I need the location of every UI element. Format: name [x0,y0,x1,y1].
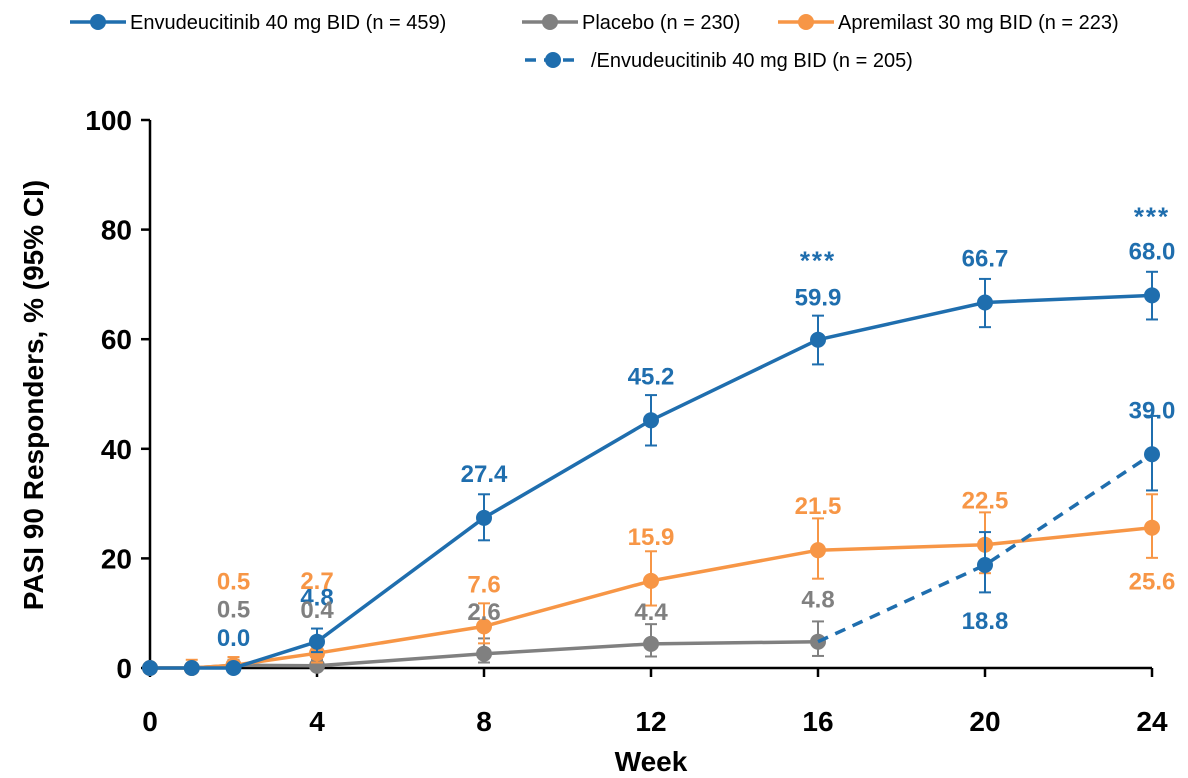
data-label: 59.9 [795,285,842,312]
y-tick-label: 40 [101,434,132,465]
data-label: 2.7 [300,568,333,595]
data-point [643,412,659,429]
x-tick-label: 12 [635,706,666,737]
data-label: 68.0 [1129,238,1176,265]
chart-legend: Envudeucitinib 40 mg BID (n = 459) Placeb… [70,12,1119,72]
data-label: 4.8 [300,585,333,612]
data-point [476,509,492,526]
data-label: 45.2 [628,363,675,390]
legend-label: /Envudeucitinib 40 mg BID (n = 205) [591,50,913,72]
legend-marker [798,14,814,30]
data-point [1144,446,1160,463]
x-tick-label: 24 [1136,706,1168,737]
data-point [142,660,158,676]
x-tick-label: 16 [802,706,833,737]
data-labels: 0.0 4.8 27.4 45.2 59.9 66.7 68.0 0.5 0.4 2.6 4.4 4.… [217,201,1176,652]
data-point [225,660,242,676]
data-point [643,572,659,589]
x-tick-label: 4 [309,706,325,737]
data-point [643,635,659,652]
data-label: 0.5 [217,596,250,623]
data-point [476,618,492,635]
data-point [183,660,200,676]
data-point [1144,287,1160,304]
legend-label: Placebo (n = 230) [582,12,740,34]
legend-marker [90,14,106,30]
data-point [810,331,826,348]
plot-area [142,270,1160,676]
x-tick-label: 0 [142,706,158,737]
x-tick-label: 20 [969,706,1000,737]
data-label: 7.6 [467,571,500,598]
data-label: 15.9 [628,524,675,551]
data-point [476,645,492,662]
y-tick-label: 20 [101,543,132,574]
y-tick-label: 80 [101,215,132,246]
data-label: 39.0 [1129,397,1176,424]
data-point [977,294,993,311]
data-label: 0.0 [217,625,250,652]
significance-annotation: *** [1134,201,1170,231]
data-label: 4.4 [634,599,668,626]
data-label: 21.5 [795,493,842,520]
y-axis-title: PASI 90 Responders, % (95% CI) [18,180,49,611]
x-tick-label: 8 [476,706,492,737]
data-label: 66.7 [962,245,1009,272]
data-point [1144,519,1160,536]
y-tick-label: 60 [101,324,132,355]
data-label: 4.8 [801,587,834,614]
data-label: 0.4 [300,597,334,624]
data-point [810,542,826,559]
chart-axes: PASI 90 Responders, % (95% CI) Week 0 20 4… [18,105,1168,777]
data-point [977,556,993,573]
y-tick-label: 0 [116,653,132,684]
series-line [817,452,1153,644]
x-axis-title: Week [615,746,688,777]
data-label: 2.6 [467,599,500,626]
legend-marker [545,52,561,68]
data-label: 22.5 [962,488,1009,515]
significance-annotation: *** [800,246,836,276]
data-label: 27.4 [461,461,508,488]
data-label: 0.5 [217,568,250,595]
data-point [309,633,325,650]
data-label: 25.6 [1129,569,1176,596]
legend-label: Envudeucitinib 40 mg BID (n = 459) [130,12,446,34]
y-tick-label: 100 [85,105,132,136]
data-label: 18.8 [962,608,1009,635]
legend-label: Apremilast 30 mg BID (n = 223) [838,12,1119,34]
legend-marker [542,14,558,30]
data-point [309,645,325,662]
